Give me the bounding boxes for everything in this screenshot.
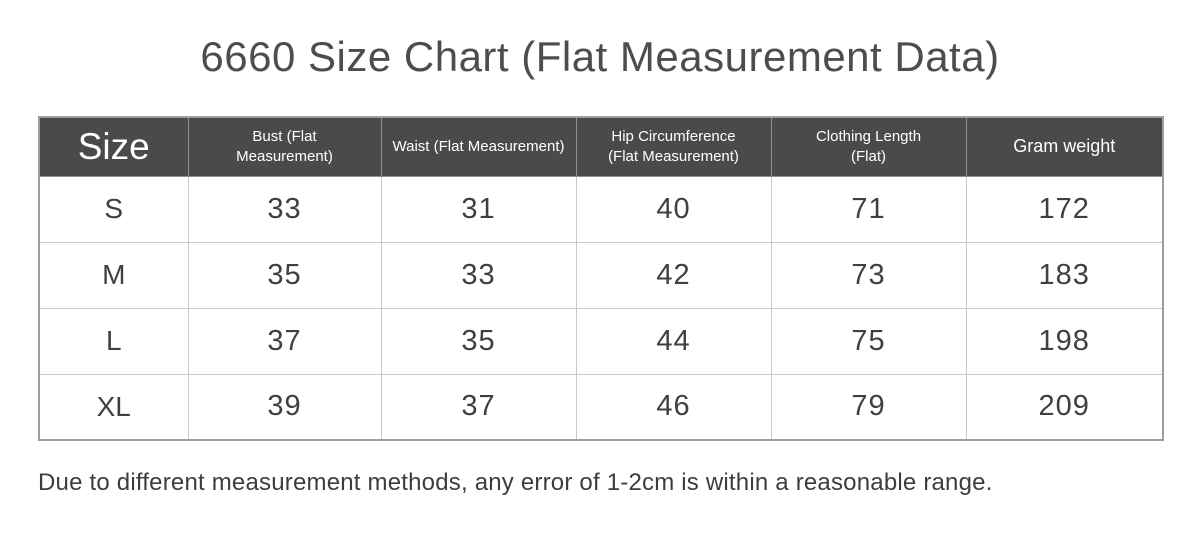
value-cell: 35 bbox=[380, 307, 577, 375]
table-row-m: M 35 33 42 73 183 bbox=[38, 241, 1164, 309]
table-header: Size Bust (Flat Measurement) Waist (Flat… bbox=[38, 116, 1164, 177]
size-cell: L bbox=[38, 307, 189, 375]
value-cell: 79 bbox=[770, 373, 967, 441]
value-cell: 73 bbox=[770, 241, 967, 309]
table-body: S 33 31 40 71 172 M 35 33 42 73 183 L 37… bbox=[38, 175, 1164, 441]
value-cell: 198 bbox=[965, 307, 1164, 375]
size-chart-page: 6660 Size Chart (Flat Measurement Data) … bbox=[0, 30, 1200, 549]
size-cell: XL bbox=[38, 373, 189, 441]
column-header-gram-weight: Gram weight bbox=[965, 116, 1164, 177]
column-header-bust: Bust (Flat Measurement) bbox=[187, 116, 382, 177]
value-cell: 33 bbox=[380, 241, 577, 309]
value-cell: 71 bbox=[770, 175, 967, 243]
value-cell: 183 bbox=[965, 241, 1164, 309]
column-header-hip: Hip Circumference (Flat Measurement) bbox=[575, 116, 772, 177]
value-cell: 31 bbox=[380, 175, 577, 243]
value-cell: 35 bbox=[187, 241, 382, 309]
column-header-clothing-length: Clothing Length (Flat) bbox=[770, 116, 967, 177]
value-cell: 33 bbox=[187, 175, 382, 243]
size-cell: S bbox=[38, 175, 189, 243]
value-cell: 75 bbox=[770, 307, 967, 375]
value-cell: 172 bbox=[965, 175, 1164, 243]
column-header-size: Size bbox=[38, 116, 189, 177]
value-cell: 37 bbox=[380, 373, 577, 441]
measurement-tolerance-note: Due to different measurement methods, an… bbox=[38, 469, 993, 496]
size-chart-table: Size Bust (Flat Measurement) Waist (Flat… bbox=[38, 116, 1164, 441]
header-row: Size Bust (Flat Measurement) Waist (Flat… bbox=[38, 116, 1164, 177]
value-cell: 37 bbox=[187, 307, 382, 375]
value-cell: 40 bbox=[575, 175, 772, 243]
value-cell: 39 bbox=[187, 373, 382, 441]
value-cell: 46 bbox=[575, 373, 772, 441]
table-row-l: L 37 35 44 75 198 bbox=[38, 307, 1164, 375]
column-header-waist: Waist (Flat Measurement) bbox=[380, 116, 577, 177]
value-cell: 42 bbox=[575, 241, 772, 309]
page-title: 6660 Size Chart (Flat Measurement Data) bbox=[200, 33, 1000, 80]
value-cell: 209 bbox=[965, 373, 1164, 441]
value-cell: 44 bbox=[575, 307, 772, 375]
table-row-s: S 33 31 40 71 172 bbox=[38, 175, 1164, 243]
size-cell: M bbox=[38, 241, 189, 309]
table-row-xl: XL 39 37 46 79 209 bbox=[38, 373, 1164, 441]
